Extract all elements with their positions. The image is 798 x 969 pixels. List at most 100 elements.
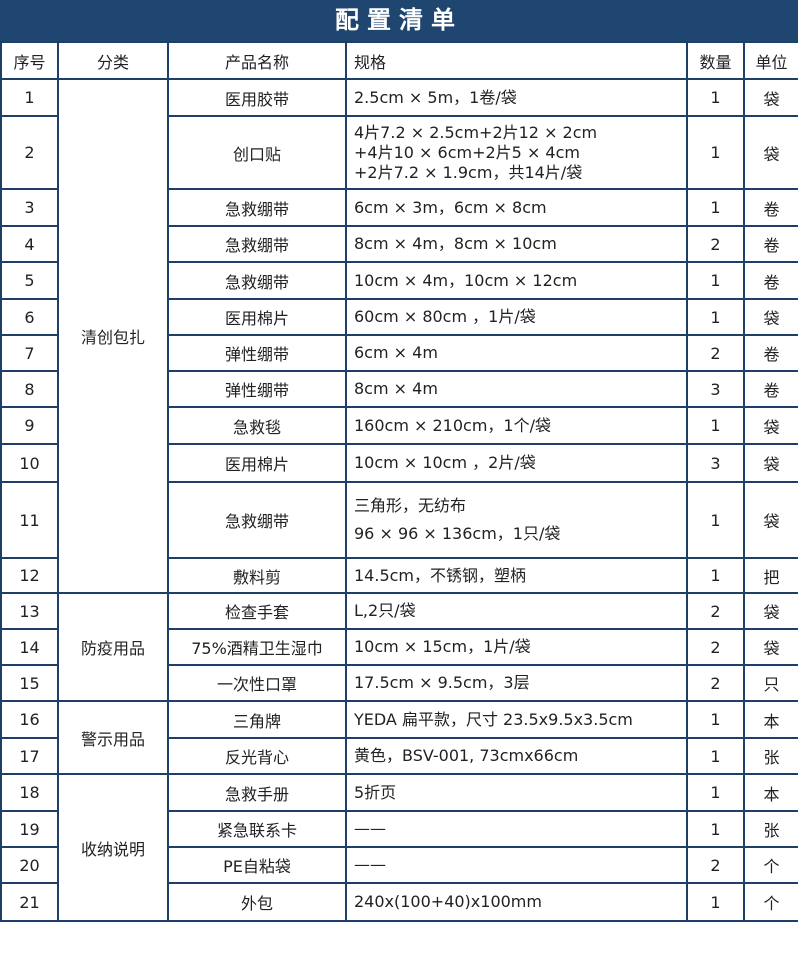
cell-qty: 1: [686, 78, 745, 117]
cell-spec: 10cm × 10cm ，2片/袋: [345, 443, 688, 483]
spec-line: ——: [354, 819, 386, 838]
cell-category: 警示用品: [57, 700, 169, 775]
cell-unit: 袋: [743, 78, 798, 117]
cell-spec: 8cm × 4m: [345, 370, 688, 408]
cell-qty: 1: [686, 737, 745, 775]
header-index: 序号: [0, 41, 59, 80]
spec-line: 10cm × 15cm，1片/袋: [354, 637, 531, 656]
cell-index: 12: [0, 557, 59, 594]
table-row: 7 弹性绷带 6cm × 4m 2 卷: [0, 334, 798, 372]
table-row: 13 防疫用品 检查手套 L,2只/袋 2 袋: [0, 592, 798, 702]
table-row: 1 清创包扎 医用胶带 2.5cm × 5m，1卷/袋 1 袋: [0, 78, 798, 594]
cell-spec: 240x(100+40)x100mm: [345, 882, 688, 922]
spec-line: 6cm × 3m，6cm × 8cm: [354, 197, 547, 217]
configuration-table: 序号 分类 产品名称 规格 数量 单位 1 清创包扎 医用胶带 2.5cm × 5m，…: [0, 41, 798, 922]
spec-line: YEDA 扁平款，尺寸 23.5x9.5x3.5cm: [354, 709, 633, 729]
cell-unit: 个: [743, 846, 798, 884]
cell-spec: 4片7.2 × 2.5cm+2片12 × 2cm +4片10 × 6cm+2片5 …: [345, 115, 688, 190]
table-row: 6 医用棉片 60cm × 80cm ，1片/袋 1 袋: [0, 298, 798, 336]
cell-index: 2: [0, 115, 59, 190]
header-name: 产品名称: [167, 41, 347, 80]
cell-name: PE自粘袋: [167, 846, 347, 884]
cell-qty: 1: [686, 406, 745, 445]
cell-index: 18: [0, 773, 59, 812]
cell-spec: 三角形，无纺布 96 × 96 × 136cm，1只/袋: [345, 481, 688, 559]
spec-line: 5折页: [354, 782, 397, 802]
cell-qty: 1: [686, 700, 745, 739]
cell-name: 急救手册: [167, 773, 347, 812]
cell-qty: 1: [686, 115, 745, 190]
spec-line: 17.5cm × 9.5cm，3层: [354, 673, 530, 692]
spec-line: 14.5cm，不锈钢，塑柄: [354, 565, 527, 585]
cell-spec: 8cm × 4m，8cm × 10cm: [345, 225, 688, 263]
cell-qty: 2: [686, 628, 745, 666]
cell-name: 医用棉片: [167, 298, 347, 336]
cell-category: 收纳说明: [57, 773, 169, 922]
cell-name: 反光背心: [167, 737, 347, 775]
cell-index: 11: [0, 481, 59, 559]
cell-index: 17: [0, 737, 59, 775]
cell-unit: 袋: [743, 628, 798, 666]
cell-spec: ——: [345, 846, 688, 884]
cell-name: 急救绷带: [167, 481, 347, 559]
header-qty: 数量: [686, 41, 745, 80]
cell-spec: ——: [345, 810, 688, 848]
cell-unit: 把: [743, 557, 798, 594]
cell-index: 13: [0, 592, 59, 630]
cell-category: 防疫用品: [57, 592, 169, 702]
cell-index: 9: [0, 406, 59, 445]
cell-qty: 2: [686, 846, 745, 884]
cell-qty: 2: [686, 664, 745, 702]
cell-unit: 袋: [743, 298, 798, 336]
cell-spec: 17.5cm × 9.5cm，3层: [345, 664, 688, 702]
spec-line: 2.5cm × 5m，1卷/袋: [354, 87, 517, 107]
cell-spec: L,2只/袋: [345, 592, 688, 630]
cell-unit: 个: [743, 882, 798, 922]
cell-index: 1: [0, 78, 59, 117]
cell-name: 敷料剪: [167, 557, 347, 594]
cell-name: 外包: [167, 882, 347, 922]
cell-unit: 本: [743, 700, 798, 739]
cell-spec: 5折页: [345, 773, 688, 812]
table-row: 8 弹性绷带 8cm × 4m 3 卷: [0, 370, 798, 408]
table-row: 17 反光背心 黄色，BSV-001, 73cmx66cm 1 张: [0, 737, 798, 775]
cell-index: 16: [0, 700, 59, 739]
cell-index: 5: [0, 261, 59, 300]
cell-name: 三角牌: [167, 700, 347, 739]
cell-spec: YEDA 扁平款，尺寸 23.5x9.5x3.5cm: [345, 700, 688, 739]
cell-unit: 袋: [743, 592, 798, 630]
cell-unit: 卷: [743, 261, 798, 300]
cell-unit: 卷: [743, 370, 798, 408]
cell-name: 创口贴: [167, 115, 347, 190]
table-row: 19 紧急联系卡 —— 1 张: [0, 810, 798, 848]
table-row: 10 医用棉片 10cm × 10cm ，2片/袋 3 袋: [0, 443, 798, 483]
cell-qty: 3: [686, 443, 745, 483]
cell-name: 急救毯: [167, 406, 347, 445]
spec-line: L,2只/袋: [354, 601, 416, 620]
table-row: 2 创口贴 4片7.2 × 2.5cm+2片12 × 2cm +4片10 × 6cm+…: [0, 115, 798, 190]
cell-spec: 黄色，BSV-001, 73cmx66cm: [345, 737, 688, 775]
cell-unit: 卷: [743, 334, 798, 372]
cell-qty: 2: [686, 334, 745, 372]
cell-qty: 1: [686, 298, 745, 336]
cell-name: 急救绷带: [167, 225, 347, 263]
cell-name: 75%酒精卫生湿巾: [167, 628, 347, 666]
cell-unit: 卷: [743, 188, 798, 227]
spec-line: 6cm × 4m: [354, 343, 438, 362]
spec-line: 10cm × 10cm ，2片/袋: [354, 453, 536, 472]
cell-unit: 袋: [743, 115, 798, 190]
cell-unit: 卷: [743, 225, 798, 263]
spec-line: 8cm × 4m: [354, 379, 438, 398]
spec-line: 黄色，BSV-001, 73cmx66cm: [354, 746, 579, 765]
cell-index: 6: [0, 298, 59, 336]
cell-qty: 1: [686, 810, 745, 848]
cell-name: 弹性绷带: [167, 370, 347, 408]
header-unit: 单位: [743, 41, 798, 80]
cell-spec: 6cm × 4m: [345, 334, 688, 372]
cell-qty: 1: [686, 481, 745, 559]
cell-spec: 2.5cm × 5m，1卷/袋: [345, 78, 688, 117]
table-row: 21 外包 240x(100+40)x100mm 1 个: [0, 882, 798, 922]
spec-line: 8cm × 4m，8cm × 10cm: [354, 234, 557, 253]
cell-name: 医用胶带: [167, 78, 347, 117]
table-row: 20 PE自粘袋 —— 2 个: [0, 846, 798, 884]
